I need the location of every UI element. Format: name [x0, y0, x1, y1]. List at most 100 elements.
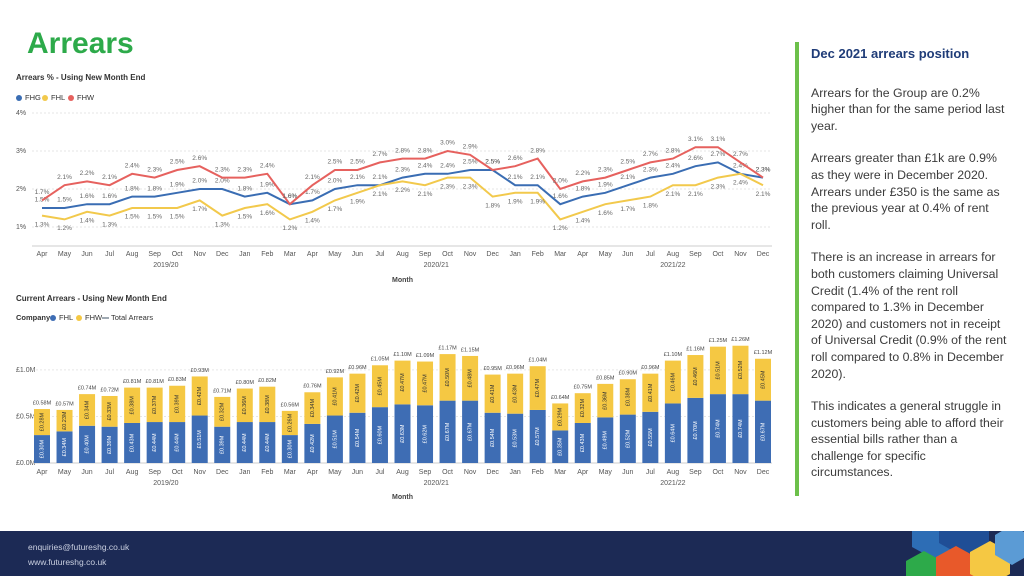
bar	[34, 435, 50, 463]
bar	[281, 435, 298, 463]
data-label: 2.5%	[485, 159, 500, 166]
bar-label: £0.30M	[39, 439, 45, 458]
bar	[191, 376, 208, 416]
total-label: £1.26M	[731, 337, 750, 343]
data-label: 1.8%	[643, 202, 658, 209]
x-tick-label: Feb	[532, 251, 544, 258]
bar-label: £0.51M	[715, 361, 721, 380]
total-label: £1.10M	[393, 352, 412, 358]
data-label: 2.3%	[598, 166, 613, 173]
x-tick-label: Oct	[712, 469, 723, 476]
bar-label: £0.42M	[355, 384, 361, 403]
bar	[484, 412, 501, 463]
x-tick-label: Sep	[689, 251, 702, 258]
data-label: 2.5%	[350, 159, 365, 166]
bar	[394, 404, 411, 463]
data-label: 1.8%	[485, 202, 500, 209]
x-tick-label: Apr	[37, 251, 49, 258]
x-tick-label: Jul	[105, 469, 114, 476]
bar	[56, 431, 73, 463]
data-label: 2.5%	[463, 159, 478, 166]
bar	[687, 355, 704, 398]
bar	[619, 379, 636, 415]
x-tick-label: Aug	[667, 469, 680, 476]
x-tick-label: Jul	[105, 251, 114, 258]
bar	[281, 410, 298, 436]
data-label: 2.1%	[418, 191, 433, 198]
legend-label: FHW	[77, 93, 95, 102]
data-label: 1.6%	[282, 193, 297, 200]
bar-label: £0.38M	[265, 395, 271, 414]
bar	[214, 396, 231, 427]
data-label: 1.7%	[35, 189, 50, 196]
bar	[732, 345, 749, 395]
x-axis-label: Month	[392, 277, 413, 284]
total-label: £0.81M	[123, 379, 142, 385]
bar	[462, 400, 479, 463]
bar	[439, 400, 456, 463]
bar	[259, 386, 276, 423]
x-tick-label: May	[328, 251, 342, 258]
total-label: £0.82M	[258, 378, 277, 384]
data-label: 2.0%	[192, 178, 207, 185]
x-tick-label: Jul	[646, 251, 655, 258]
x-tick-label: Apr	[577, 251, 589, 258]
bar-label: £0.60M	[377, 425, 383, 444]
bar	[304, 423, 321, 463]
x-tick-label: Jun	[352, 251, 363, 258]
data-label: 2.5%	[485, 159, 500, 166]
data-label: 1.3%	[102, 221, 117, 228]
total-label: £0.96M	[348, 365, 367, 371]
x-tick-label: Nov	[464, 251, 477, 258]
bar	[371, 365, 388, 408]
legend-swatch	[68, 95, 74, 101]
x-tick-label: Dec	[757, 469, 770, 476]
bar-label: £0.41M	[332, 387, 338, 406]
x-tick-label: Dec	[757, 251, 770, 258]
data-label: 2.8%	[665, 147, 680, 154]
bar	[169, 422, 186, 463]
x-tick-label: Dec	[216, 251, 229, 258]
data-label: 1.2%	[57, 225, 72, 232]
bar	[259, 422, 276, 463]
sidebar-heading: Dec 2021 arrears position	[811, 46, 970, 61]
legend-label: FHL	[51, 93, 65, 102]
data-label: 2.4%	[733, 163, 748, 170]
bar	[394, 360, 411, 405]
bar	[169, 385, 186, 423]
x-tick-label: Apr	[577, 469, 589, 476]
bar-label: £0.39M	[220, 435, 226, 454]
data-label: 1.6%	[80, 193, 95, 200]
bar-label: £0.38M	[625, 387, 631, 406]
bar	[597, 383, 614, 418]
slide-title: Arrears	[27, 27, 134, 60]
y-tick-label: 3%	[16, 148, 26, 155]
data-label: 1.2%	[282, 225, 297, 232]
data-label: 1.3%	[35, 221, 50, 228]
bar-label: £0.50M	[445, 368, 451, 387]
x-tick-label: Nov	[734, 251, 747, 258]
bar	[552, 430, 569, 463]
data-label: 2.3%	[463, 183, 478, 190]
sidebar: Dec 2021 arrears position Arrears for th…	[811, 44, 1011, 497]
bar	[417, 405, 434, 463]
legend-swatch	[42, 95, 48, 101]
total-label: £0.96M	[506, 365, 525, 371]
x-tick-label: Oct	[442, 251, 453, 258]
bar-label: £0.30M	[287, 439, 293, 458]
y-tick-label: £0.0M	[16, 460, 36, 467]
total-label: £1.25M	[709, 338, 728, 344]
bar	[755, 400, 771, 463]
bar	[236, 422, 253, 463]
bar-label: £0.41M	[648, 383, 654, 402]
bar	[574, 393, 591, 423]
bar	[507, 373, 524, 414]
total-label: £0.92M	[326, 369, 345, 375]
line	[41, 146, 764, 206]
total-label: £0.96M	[641, 365, 660, 371]
x-tick-label: Jun	[622, 469, 633, 476]
total-label: £0.75M	[574, 385, 593, 391]
x-tick-label: Feb	[261, 469, 273, 476]
x-tick-label: Jul	[375, 251, 384, 258]
